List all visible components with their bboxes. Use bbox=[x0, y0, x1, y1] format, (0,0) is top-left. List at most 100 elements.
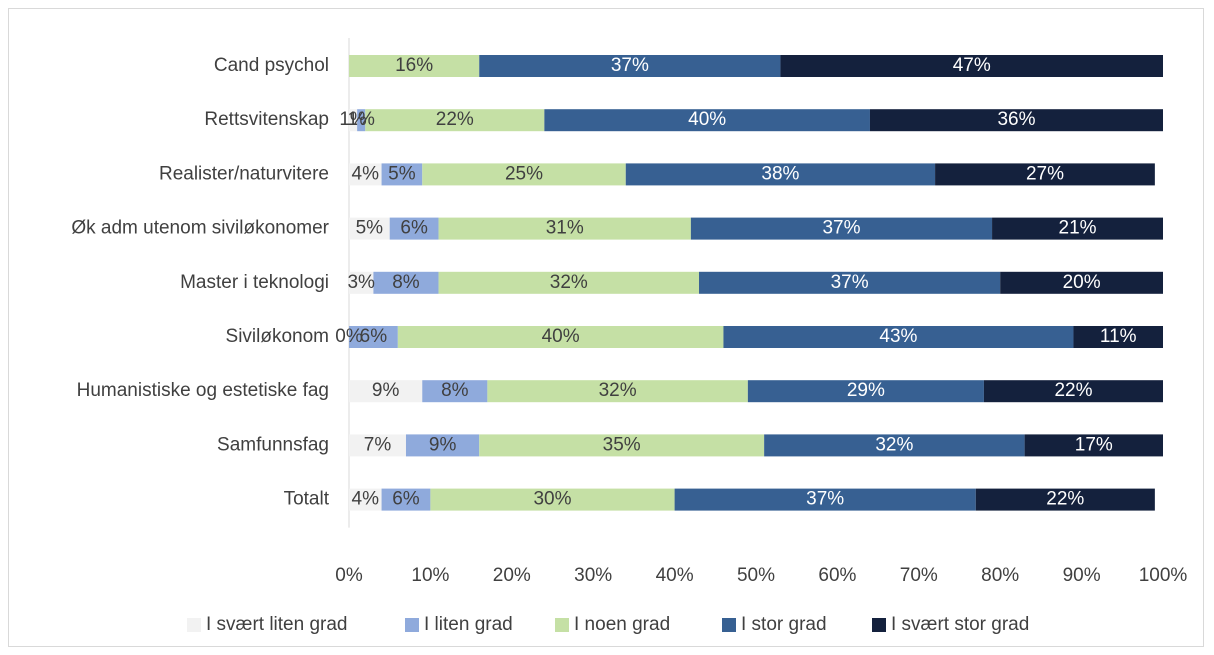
bar-segment bbox=[430, 488, 675, 511]
legend: I svært liten grad I liten grad I noen gra… bbox=[187, 614, 1029, 635]
bar-segment bbox=[1073, 326, 1163, 348]
bar-segment bbox=[975, 488, 1155, 511]
legend-swatch bbox=[405, 618, 419, 632]
data-label: 22% bbox=[436, 109, 474, 130]
data-label: 27% bbox=[1026, 163, 1064, 184]
data-label: 38% bbox=[761, 163, 799, 184]
legend-label: I noen grad bbox=[574, 614, 670, 635]
bar-segment bbox=[422, 163, 626, 186]
bar-segment bbox=[869, 109, 1163, 132]
data-label: 40% bbox=[542, 326, 580, 347]
bar-segment bbox=[349, 163, 382, 186]
category-label: Rettsvitenskap bbox=[204, 109, 329, 130]
bar-segment bbox=[357, 109, 366, 132]
data-label: 16% bbox=[395, 55, 433, 76]
bar-segment bbox=[389, 217, 439, 240]
legend-swatch bbox=[187, 618, 201, 632]
bar-segment bbox=[349, 217, 390, 240]
data-label: 1% bbox=[347, 109, 375, 130]
bar-segment bbox=[349, 55, 480, 77]
legend-swatch bbox=[555, 618, 569, 632]
bar-segment bbox=[690, 217, 993, 240]
category-label: Humanistiske og estetiske fag bbox=[77, 380, 329, 401]
category-label: Siviløkonom bbox=[226, 326, 329, 347]
bar-segment bbox=[438, 217, 691, 240]
bar-segment bbox=[764, 434, 1025, 457]
bar-segment bbox=[373, 271, 439, 294]
category-label: Master i teknologi bbox=[180, 272, 329, 293]
category-label: Totalt bbox=[284, 489, 330, 510]
category-label: Realister/naturvitere bbox=[159, 163, 329, 184]
data-label: 8% bbox=[392, 272, 420, 293]
data-label: 6% bbox=[360, 326, 388, 347]
data-label: 1% bbox=[339, 109, 367, 130]
bar-segment bbox=[992, 217, 1163, 240]
bar-segment bbox=[349, 488, 382, 511]
data-label: 43% bbox=[879, 326, 917, 347]
bar-segment bbox=[349, 380, 423, 403]
bar-segment bbox=[674, 488, 976, 511]
bar-segment bbox=[1000, 271, 1163, 294]
data-label: 22% bbox=[1054, 380, 1092, 401]
data-label: 4% bbox=[352, 489, 380, 510]
data-label: 47% bbox=[953, 55, 991, 76]
data-label: 17% bbox=[1075, 434, 1113, 455]
data-label: 7% bbox=[364, 434, 392, 455]
x-tick-label: 70% bbox=[900, 565, 938, 586]
category-label: Øk adm utenom siviløkonomer bbox=[71, 218, 329, 239]
bar-segment bbox=[935, 163, 1155, 186]
bar-segment bbox=[349, 326, 398, 348]
bar-segment bbox=[381, 488, 431, 511]
data-label: 37% bbox=[831, 272, 869, 293]
data-label: 36% bbox=[997, 109, 1035, 130]
bar-segment bbox=[349, 109, 358, 132]
bar-segment bbox=[983, 380, 1163, 403]
data-label: 6% bbox=[392, 489, 420, 510]
bar-segment bbox=[381, 163, 423, 186]
bar-segment bbox=[747, 380, 984, 403]
data-label: 20% bbox=[1063, 272, 1101, 293]
legend-label: I svært stor grad bbox=[891, 614, 1029, 635]
data-label: 5% bbox=[388, 163, 416, 184]
data-label: 25% bbox=[505, 163, 543, 184]
data-label: 32% bbox=[599, 380, 637, 401]
data-label: 4% bbox=[352, 163, 380, 184]
data-label: 5% bbox=[356, 218, 384, 239]
data-label: 37% bbox=[822, 218, 860, 239]
bar-segment bbox=[1024, 434, 1163, 457]
data-label: 3% bbox=[347, 272, 375, 293]
x-tick-label: 0% bbox=[335, 565, 363, 586]
legend-label: I liten grad bbox=[424, 614, 513, 635]
data-label: 35% bbox=[603, 434, 641, 455]
bar-segment bbox=[405, 434, 480, 457]
bars-layer bbox=[349, 55, 1163, 511]
x-tick-label: 20% bbox=[493, 565, 531, 586]
data-label: 0% bbox=[335, 326, 363, 347]
bar-segment bbox=[422, 380, 488, 403]
data-label: 32% bbox=[875, 434, 913, 455]
data-label: 21% bbox=[1059, 218, 1097, 239]
x-tick-label: 60% bbox=[818, 565, 856, 586]
bar-segment bbox=[438, 271, 700, 294]
x-tick-label: 90% bbox=[1063, 565, 1101, 586]
bar-segment bbox=[625, 163, 936, 186]
legend-label: I stor grad bbox=[741, 614, 827, 635]
data-label: 30% bbox=[533, 489, 571, 510]
x-tick-label: 30% bbox=[574, 565, 612, 586]
bar-segment bbox=[397, 326, 724, 348]
data-label: 22% bbox=[1046, 489, 1084, 510]
bar-segment bbox=[544, 109, 870, 132]
data-label: 29% bbox=[847, 380, 885, 401]
x-tick-label: 80% bbox=[981, 565, 1019, 586]
category-label: Samfunnsfag bbox=[217, 434, 329, 455]
x-tick-label: 40% bbox=[656, 565, 694, 586]
bar-segment bbox=[479, 434, 765, 457]
data-label: 8% bbox=[441, 380, 469, 401]
data-label: 37% bbox=[611, 55, 649, 76]
data-label: 40% bbox=[688, 109, 726, 130]
legend-swatch bbox=[872, 618, 886, 632]
bar-segment bbox=[487, 380, 748, 403]
bar-segment bbox=[699, 271, 1001, 294]
legend-label: I svært liten grad bbox=[206, 614, 348, 635]
